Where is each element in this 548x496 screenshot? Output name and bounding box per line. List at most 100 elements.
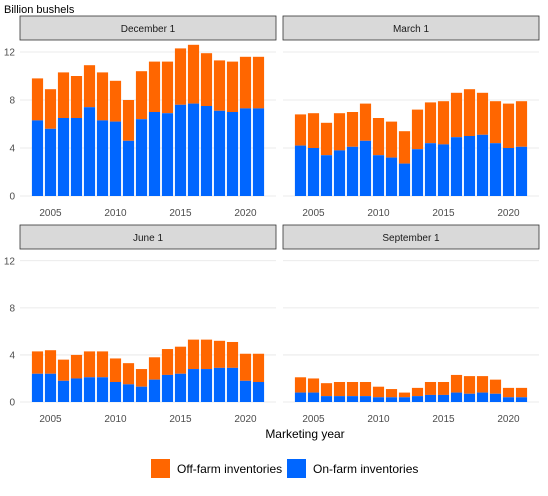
bar-off-farm bbox=[398, 131, 411, 164]
panel-strip bbox=[282, 15, 540, 41]
y-tick-label: 12 bbox=[4, 256, 16, 267]
bar-on-farm bbox=[96, 377, 109, 402]
x-tick-label: 2005 bbox=[39, 208, 62, 219]
y-tick-label: 0 bbox=[9, 192, 15, 203]
x-tick-label: 2005 bbox=[39, 414, 62, 425]
bar-off-farm bbox=[213, 60, 226, 111]
y-tick-label: 4 bbox=[9, 350, 15, 361]
bar-on-farm bbox=[70, 118, 83, 196]
bar-on-farm bbox=[213, 110, 226, 196]
bar-off-farm bbox=[489, 379, 502, 394]
y-tick-label: 8 bbox=[9, 96, 15, 107]
bar-on-farm bbox=[489, 393, 502, 402]
x-tick-label: 2020 bbox=[497, 208, 520, 219]
bar-off-farm bbox=[174, 48, 187, 105]
bar-on-farm bbox=[252, 108, 265, 196]
bar-off-farm bbox=[109, 80, 122, 122]
bar-on-farm bbox=[83, 107, 96, 196]
bar-off-farm bbox=[122, 363, 135, 385]
bar-off-farm bbox=[502, 387, 515, 398]
bar-off-farm bbox=[135, 369, 148, 387]
bar-on-farm bbox=[320, 155, 333, 196]
panel-2: June 1 0 4 8 12 2005 2010 2015 2020 bbox=[4, 224, 277, 425]
bar-on-farm bbox=[200, 106, 213, 196]
bar-off-farm bbox=[320, 383, 333, 397]
x-tick-label: 2015 bbox=[432, 208, 455, 219]
x-tick-label: 2010 bbox=[104, 208, 127, 219]
panel-title: March 1 bbox=[393, 24, 430, 35]
bar-off-farm bbox=[333, 381, 346, 397]
panel-title: December 1 bbox=[121, 24, 176, 35]
x-tick-label: 2015 bbox=[432, 414, 455, 425]
bar-on-farm bbox=[346, 146, 359, 196]
bar-on-farm bbox=[226, 367, 239, 402]
bar-on-farm bbox=[463, 136, 476, 196]
bar-on-farm bbox=[239, 380, 252, 402]
x-tick-label: 2005 bbox=[302, 414, 325, 425]
bar-on-farm bbox=[187, 103, 200, 196]
x-tick-label: 2010 bbox=[367, 208, 390, 219]
bar-off-farm bbox=[333, 113, 346, 151]
x-tick-label: 2010 bbox=[367, 414, 390, 425]
bar-off-farm bbox=[161, 61, 174, 114]
bar-off-farm bbox=[307, 378, 320, 393]
bar-off-farm bbox=[385, 121, 398, 158]
bar-on-farm bbox=[333, 150, 346, 196]
bar-off-farm bbox=[437, 381, 450, 395]
x-axis-title: Marketing year bbox=[265, 427, 344, 441]
bar-off-farm bbox=[239, 56, 252, 109]
panel-title: June 1 bbox=[133, 233, 163, 244]
bar-off-farm bbox=[96, 351, 109, 378]
bar-on-farm bbox=[57, 380, 70, 402]
bar-on-farm bbox=[96, 120, 109, 196]
bar-on-farm bbox=[239, 108, 252, 196]
bar-off-farm bbox=[96, 72, 109, 121]
y-tick-label: 0 bbox=[9, 398, 15, 409]
bar-on-farm bbox=[333, 396, 346, 402]
bar-off-farm bbox=[31, 351, 44, 374]
bar-off-farm bbox=[359, 103, 372, 141]
bar-on-farm bbox=[385, 397, 398, 402]
panel-strip bbox=[19, 224, 277, 250]
bar-on-farm bbox=[213, 367, 226, 402]
bar-on-farm bbox=[122, 384, 135, 402]
bar-on-farm bbox=[463, 393, 476, 402]
bar-on-farm bbox=[307, 392, 320, 402]
bar-off-farm bbox=[359, 381, 372, 397]
bar-off-farm bbox=[411, 387, 424, 397]
bar-on-farm bbox=[31, 373, 44, 402]
bar-off-farm bbox=[346, 112, 359, 147]
y-axis-title: Billion bushels bbox=[4, 4, 75, 16]
bar-off-farm bbox=[226, 61, 239, 112]
bar-on-farm bbox=[424, 143, 437, 196]
panel-3: September 1 2005 2010 2015 2020 bbox=[282, 224, 540, 425]
bar-off-farm bbox=[476, 376, 489, 393]
bar-off-farm bbox=[83, 65, 96, 108]
bar-on-farm bbox=[359, 396, 372, 402]
bar-off-farm bbox=[44, 350, 57, 374]
bar-on-farm bbox=[450, 137, 463, 196]
bar-on-farm bbox=[476, 392, 489, 402]
bar-off-farm bbox=[346, 381, 359, 397]
bar-on-farm bbox=[174, 373, 187, 402]
x-tick-label: 2020 bbox=[234, 208, 257, 219]
bar-off-farm bbox=[294, 114, 307, 146]
bar-on-farm bbox=[515, 146, 528, 196]
bar-on-farm bbox=[83, 377, 96, 402]
y-tick-label: 12 bbox=[4, 48, 16, 59]
bar-on-farm bbox=[307, 148, 320, 196]
bar-on-farm bbox=[109, 381, 122, 402]
bar-on-farm bbox=[187, 369, 200, 402]
legend: Off-farm inventories On-farm inventories bbox=[151, 459, 418, 478]
bar-off-farm bbox=[252, 353, 265, 382]
bar-off-farm bbox=[239, 353, 252, 381]
bar-on-farm bbox=[398, 163, 411, 196]
panel-1: March 1 2005 2010 2015 2020 bbox=[282, 15, 540, 219]
bar-on-farm bbox=[450, 392, 463, 402]
bar-on-farm bbox=[135, 119, 148, 196]
legend-label-on-farm: On-farm inventories bbox=[313, 462, 418, 476]
y-tick-label: 4 bbox=[9, 144, 15, 155]
bar-off-farm bbox=[31, 78, 44, 121]
bar-off-farm bbox=[252, 56, 265, 109]
